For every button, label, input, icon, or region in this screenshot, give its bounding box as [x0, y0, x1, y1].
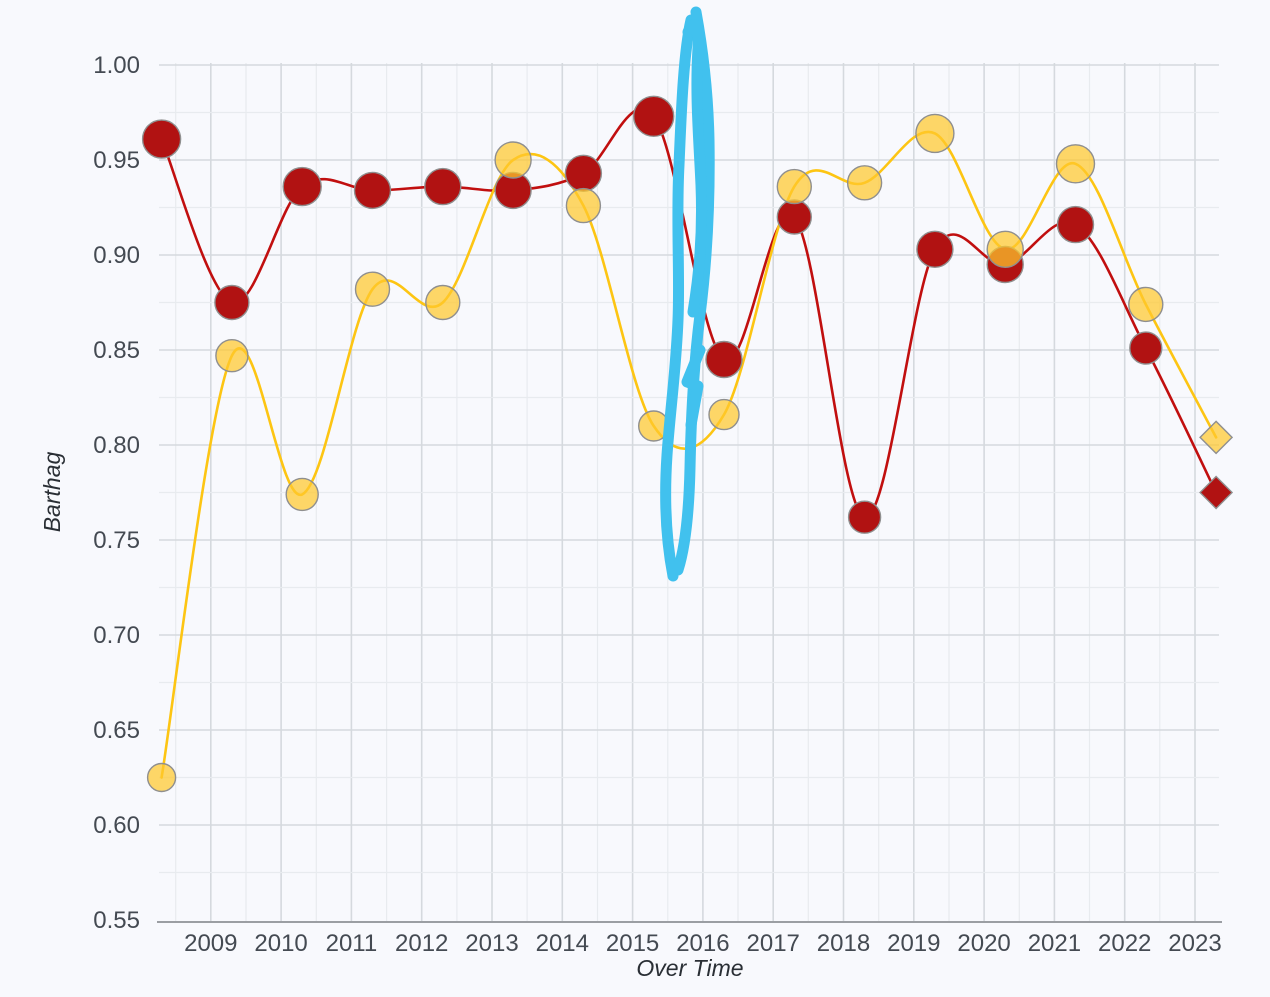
y-tick-label: 0.70 [93, 622, 140, 649]
dark-red-team-point-2012[interactable] [424, 167, 462, 206]
gold-team-point-2023[interactable] [1199, 420, 1234, 455]
y-tick-label: 0.95 [93, 147, 140, 174]
x-tick-label: 2022 [1098, 930, 1151, 957]
dark-red-team-point-2022[interactable] [1129, 331, 1163, 365]
x-tick-label: 2010 [254, 930, 307, 957]
gold-team-point-2021[interactable] [1055, 144, 1096, 184]
y-tick-label: 0.90 [93, 242, 140, 269]
x-tick-label: 2012 [395, 930, 448, 957]
gold-team-point-2019[interactable] [915, 113, 955, 154]
x-tick-label: 2020 [957, 930, 1010, 957]
dark-red-team-point-2009[interactable] [214, 284, 250, 321]
x-tick-label: 2017 [747, 930, 800, 957]
y-tick-label: 0.55 [93, 907, 140, 934]
gold-team-point-2010[interactable] [285, 477, 319, 512]
x-tick-label: 2009 [184, 930, 237, 957]
dark-red-team-point-2017[interactable] [776, 199, 812, 235]
scribble-stroke-1 [660, 14, 697, 582]
scribble-stroke-3 [682, 19, 708, 318]
scribble-stroke-2 [672, 6, 715, 576]
dark-red-team-point-2019[interactable] [916, 230, 954, 269]
x-tick-label: 2015 [606, 930, 659, 957]
gold-team-point-2018[interactable] [846, 165, 883, 201]
y-tick-label: 0.65 [93, 717, 140, 744]
y-tick-label: 0.60 [93, 812, 140, 839]
y-tick-label: 1.00 [93, 52, 140, 79]
x-tick-label: 2018 [817, 930, 870, 957]
dark-red-team-point-2010[interactable] [282, 166, 322, 207]
gold-team-point-2014[interactable] [565, 187, 602, 224]
dark-red-team-point-2008[interactable] [141, 119, 182, 159]
y-tick-label: 0.80 [93, 432, 140, 459]
x-tick-label: 2013 [465, 930, 518, 957]
x-tick-label: 2019 [887, 930, 940, 957]
axes-and-ticks: 0.55 0.60 0.65 0.70 0.75 0.80 0.85 0.90 0.95 1.00… [93, 52, 1222, 957]
y-axis-title: Barthag [39, 452, 65, 533]
dark-red-team-point-2014[interactable] [564, 154, 603, 193]
gold-team-point-2016[interactable] [708, 398, 740, 431]
gold-team-point-2008[interactable] [146, 762, 177, 793]
gold-team-point-2013[interactable] [494, 141, 532, 179]
gold-team-point-2012[interactable] [425, 284, 461, 321]
gold-team-point-2020[interactable] [986, 230, 1024, 269]
x-tick-label: 2014 [536, 930, 589, 957]
data-point-markers [141, 95, 1234, 793]
gridlines [159, 63, 1219, 922]
dark-red-team-point-2016[interactable] [705, 340, 743, 379]
gold-team-point-2022[interactable] [1128, 286, 1164, 323]
dark-red-team-point-2023[interactable] [1199, 475, 1234, 510]
dark-red-team-point-2021[interactable] [1056, 205, 1095, 244]
gold-team-point-2009[interactable] [215, 339, 249, 373]
x-tick-label: 2021 [1028, 930, 1081, 957]
x-tick-label: 2016 [676, 930, 729, 957]
y-tick-label: 0.85 [93, 337, 140, 364]
x-axis-title: Over Time [636, 955, 743, 981]
gold-team-point-2017[interactable] [776, 168, 812, 205]
dark-red-team-point-2015[interactable] [633, 95, 675, 138]
x-tick-label: 2023 [1168, 930, 1221, 957]
scribble-annotation [660, 6, 715, 582]
gold-team-point-2011[interactable] [354, 271, 391, 307]
dark-red-team-point-2011[interactable] [353, 171, 392, 210]
x-tick-label: 2011 [326, 930, 378, 957]
y-tick-label: 0.75 [93, 527, 140, 554]
dark-red-team-point-2018[interactable] [847, 500, 882, 534]
scribble-stroke-4 [681, 344, 706, 431]
